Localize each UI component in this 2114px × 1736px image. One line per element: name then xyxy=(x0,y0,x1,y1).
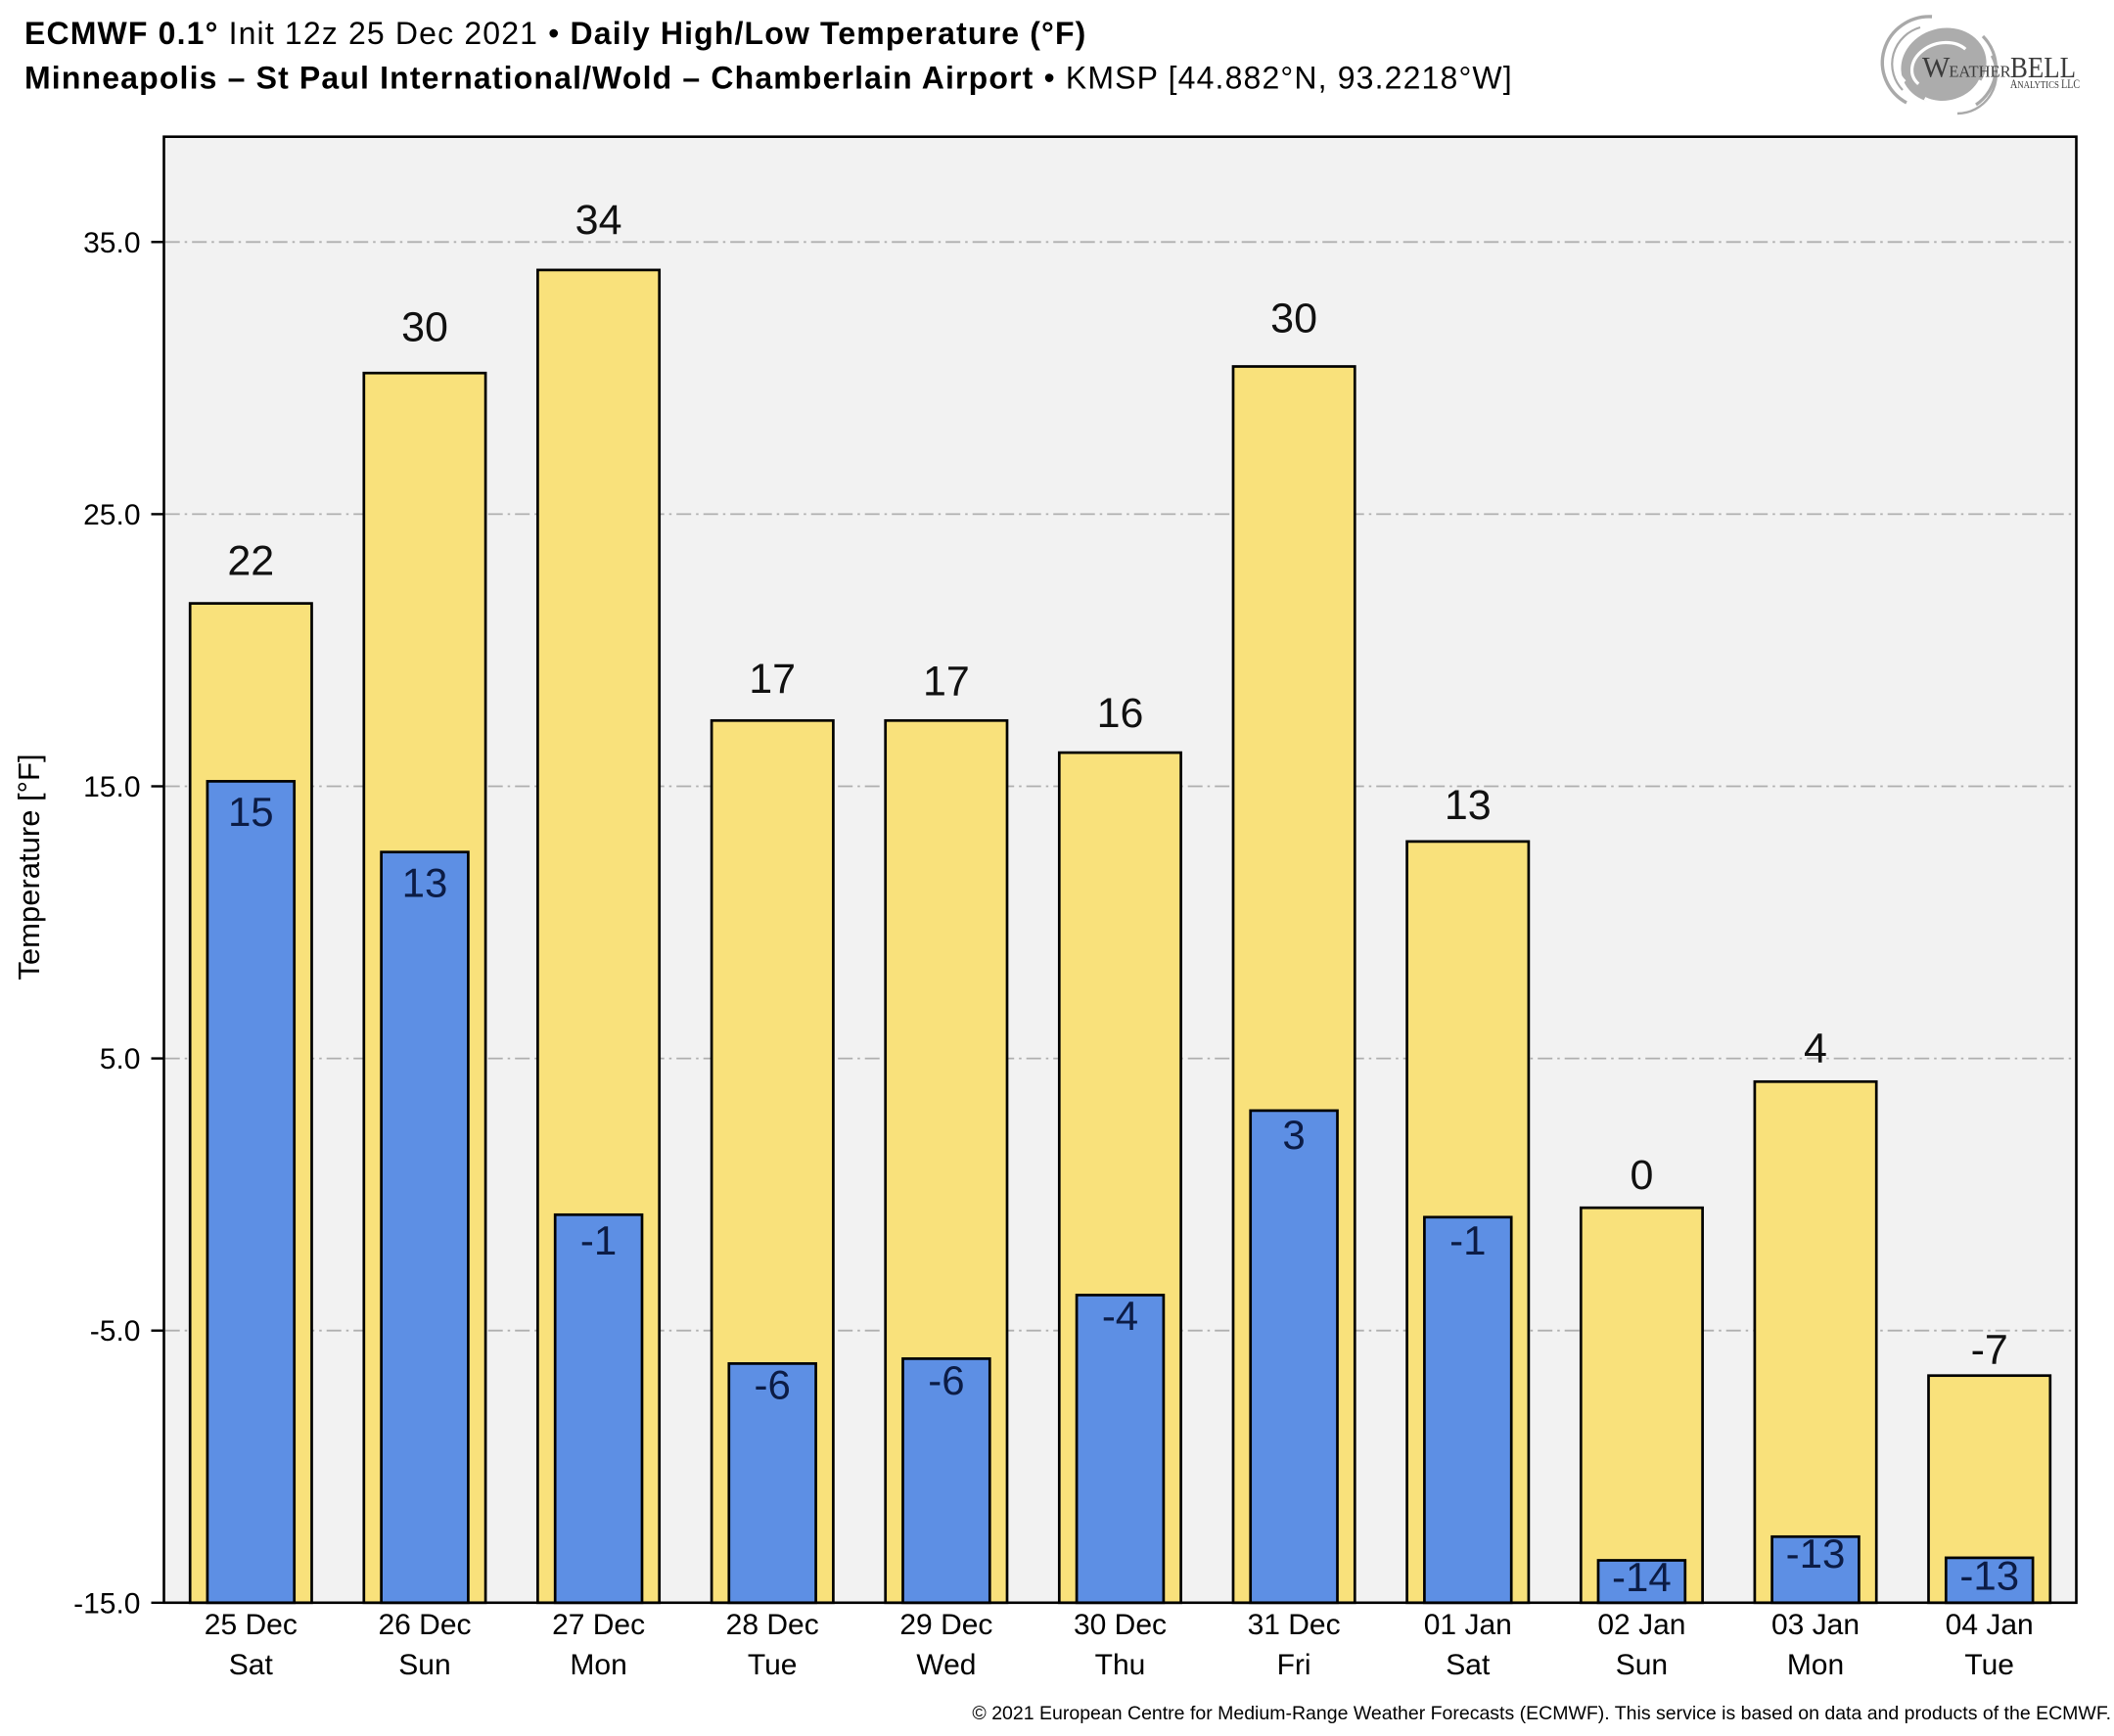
svg-text:Sun: Sun xyxy=(1616,1649,1668,1681)
svg-text:03 Jan: 03 Jan xyxy=(1771,1609,1860,1641)
svg-text:17: 17 xyxy=(923,658,970,705)
svg-text:25 Dec: 25 Dec xyxy=(205,1609,298,1641)
svg-text:35.0: 35.0 xyxy=(83,227,140,259)
svg-text:-4: -4 xyxy=(1102,1293,1138,1339)
svg-text:31 Dec: 31 Dec xyxy=(1248,1609,1341,1641)
svg-text:Mon: Mon xyxy=(1787,1649,1844,1681)
svg-text:3: 3 xyxy=(1282,1112,1305,1158)
svg-text:Thu: Thu xyxy=(1095,1649,1146,1681)
svg-text:4: 4 xyxy=(1804,1026,1827,1073)
svg-text:13: 13 xyxy=(402,860,448,906)
svg-text:BELL: BELL xyxy=(2010,50,2076,84)
svg-text:26 Dec: 26 Dec xyxy=(378,1609,471,1641)
svg-text:16: 16 xyxy=(1097,690,1144,737)
svg-text:Wed: Wed xyxy=(916,1649,976,1681)
svg-text:Sun: Sun xyxy=(398,1649,450,1681)
svg-text:-13: -13 xyxy=(1786,1530,1846,1576)
svg-text:25.0: 25.0 xyxy=(83,499,140,531)
svg-text:Temperature [°F]: Temperature [°F] xyxy=(12,754,46,980)
svg-text:04 Jan: 04 Jan xyxy=(1946,1609,2034,1641)
svg-text:0: 0 xyxy=(1630,1152,1653,1199)
svg-text:-7: -7 xyxy=(1971,1326,2008,1373)
svg-text:30: 30 xyxy=(1270,296,1317,343)
svg-text:01 Jan: 01 Jan xyxy=(1424,1609,1512,1641)
svg-text:-5.0: -5.0 xyxy=(90,1315,141,1348)
svg-text:Sat: Sat xyxy=(229,1649,274,1681)
svg-text:27 Dec: 27 Dec xyxy=(552,1609,645,1641)
svg-text:02 Jan: 02 Jan xyxy=(1597,1609,1685,1641)
svg-text:13: 13 xyxy=(1445,782,1492,829)
svg-text:© 2021 European Centre for Med: © 2021 European Centre for Medium-Range … xyxy=(972,1703,2111,1724)
svg-text:17: 17 xyxy=(749,656,796,703)
svg-text:-1: -1 xyxy=(1449,1217,1486,1263)
svg-text:-6: -6 xyxy=(928,1357,964,1403)
svg-text:28 Dec: 28 Dec xyxy=(726,1609,819,1641)
svg-text:Fri: Fri xyxy=(1277,1649,1311,1681)
svg-text:ECMWF 0.1° Init 12z 25 Dec 202: ECMWF 0.1° Init 12z 25 Dec 2021 • Daily … xyxy=(24,16,1086,51)
svg-text:34: 34 xyxy=(575,197,622,244)
svg-text:-6: -6 xyxy=(755,1362,791,1408)
svg-text:-14: -14 xyxy=(1612,1554,1672,1600)
svg-text:-15.0: -15.0 xyxy=(73,1587,140,1620)
svg-text:-1: -1 xyxy=(580,1217,617,1263)
svg-text:29 Dec: 29 Dec xyxy=(899,1609,992,1641)
svg-text:Tue: Tue xyxy=(748,1649,798,1681)
svg-text:ANALYTICS LLC: ANALYTICS LLC xyxy=(2010,77,2080,91)
svg-text:Minneapolis – St Paul Internat: Minneapolis – St Paul International/Wold… xyxy=(24,61,1513,96)
svg-text:5.0: 5.0 xyxy=(100,1043,141,1075)
svg-text:Sat: Sat xyxy=(1446,1649,1491,1681)
svg-text:30 Dec: 30 Dec xyxy=(1074,1609,1167,1641)
svg-text:15.0: 15.0 xyxy=(83,771,140,803)
svg-text:15: 15 xyxy=(228,789,274,835)
svg-text:30: 30 xyxy=(401,304,448,351)
svg-text:-13: -13 xyxy=(1959,1553,2019,1599)
svg-text:Mon: Mon xyxy=(570,1649,626,1681)
svg-text:22: 22 xyxy=(227,538,274,585)
svg-text:Tue: Tue xyxy=(1964,1649,2014,1681)
